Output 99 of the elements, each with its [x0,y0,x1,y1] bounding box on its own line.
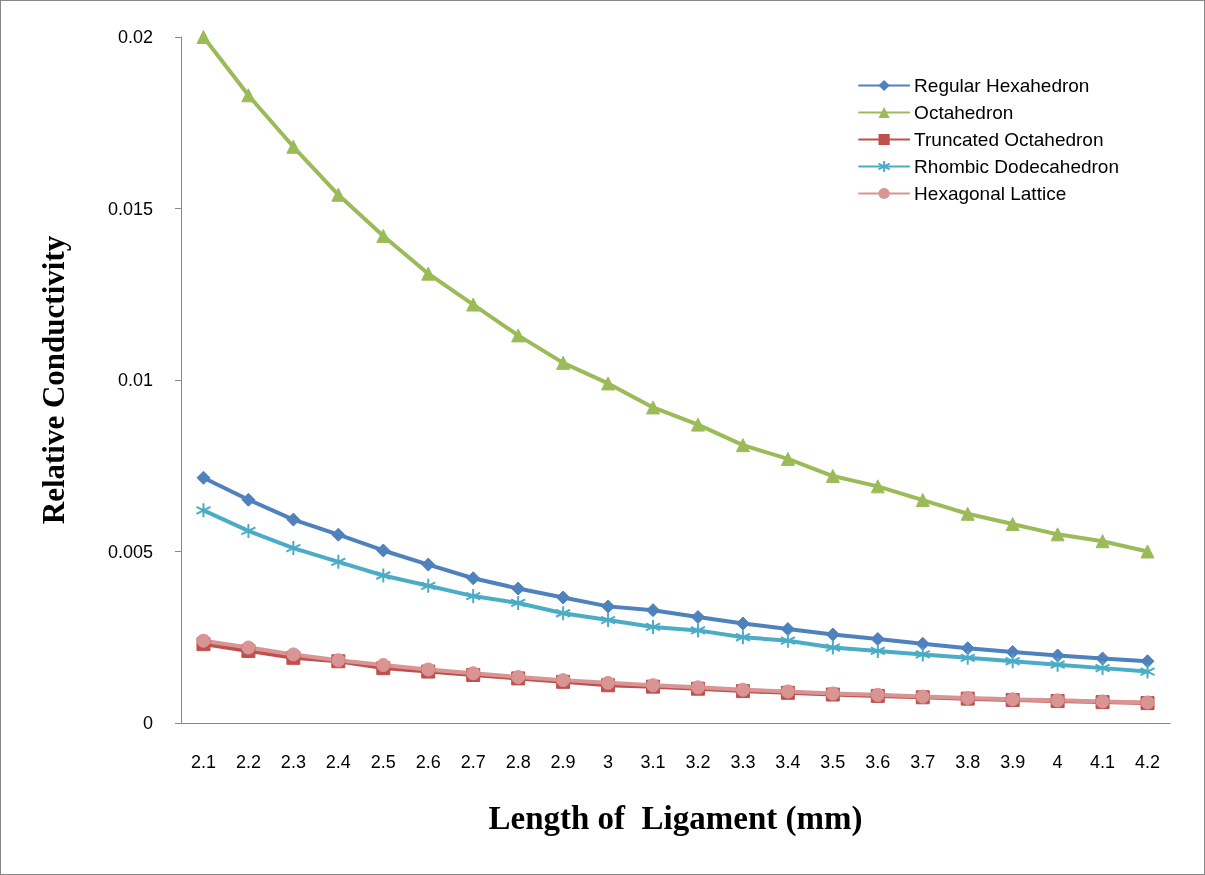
point [1139,663,1156,680]
point [1095,651,1110,666]
point [241,492,256,507]
point [1094,660,1111,677]
x-tick-label: 2.9 [550,752,576,772]
point [286,139,301,154]
point [421,266,436,281]
point [824,639,841,656]
y-tick-label: 0.015 [107,198,153,219]
point [286,512,301,527]
x-tick-label: 2.5 [370,752,396,772]
point [420,577,437,594]
point [870,479,885,494]
x-tick-label: 3.6 [865,752,891,772]
y-tick-label: 0 [142,713,153,733]
point [555,605,572,622]
x-tick-label: 2.8 [505,752,531,772]
x-tick-label: 2.1 [190,752,216,772]
point [960,506,975,521]
point [1049,656,1066,673]
point [285,540,302,557]
x-tick-label: 2.6 [415,752,441,772]
legend-label: Truncated Octahedron [914,129,1104,150]
point [600,612,617,629]
x-tick-label: 3.5 [820,752,846,772]
x-tick-label: 3.3 [730,752,756,772]
point [690,417,705,432]
x-tick-label: 3.1 [640,752,666,772]
point [690,610,705,625]
point [780,451,795,466]
point [689,622,706,639]
point [646,400,661,415]
x-tick-label: 4.2 [1135,752,1161,772]
point [195,502,212,519]
y-tick-label: 0.02 [117,27,153,47]
x-tick-label: 2.4 [325,752,351,772]
point [825,469,840,484]
point [466,297,481,312]
point [915,636,930,651]
x-tick-label: 2.2 [235,752,261,772]
point [959,649,976,666]
point [1050,527,1065,542]
point [780,622,795,637]
point [510,594,527,611]
point [375,567,392,584]
point [825,627,840,642]
point [735,616,750,631]
x-tick-label: 3.8 [955,752,981,772]
point [601,599,616,614]
point [646,603,661,618]
x-tick-label: 3.7 [910,752,936,772]
x-tick-label: 3.4 [775,752,801,772]
x-tick-label: 3.9 [1000,752,1026,772]
x-tick-label: 3.2 [685,752,711,772]
point [915,493,930,508]
point [556,355,571,370]
legend-label: Rhombic Dodecahedron [914,156,1120,177]
x-tick-label: 2.7 [460,752,486,772]
x-tick-label: 4 [1052,752,1063,772]
legend-label: Regular Hexahedron [914,75,1090,96]
y-tick-label: 0.005 [107,541,153,562]
legend-label: Octahedron [914,102,1014,123]
point [869,642,886,659]
point [601,376,616,391]
point [1005,517,1020,532]
point [196,633,211,648]
point [240,522,257,539]
point [645,618,662,635]
point [556,590,571,605]
legend-label: Hexagonal Lattice [914,183,1067,204]
x-tick-label: 4.1 [1090,752,1116,772]
point [960,641,975,656]
point [511,328,526,343]
point [421,557,436,572]
point [376,228,391,243]
point [465,588,482,605]
point [1095,534,1110,549]
point [511,581,526,596]
y-axis-title: Relative Conductivity [36,235,71,525]
point [735,438,750,453]
y-tick-label: 0.01 [117,370,153,390]
point [734,629,751,646]
point [241,88,256,103]
point [914,646,931,663]
point [779,632,796,649]
point [376,543,391,558]
point [331,527,346,542]
point [1140,544,1155,559]
point [1140,654,1155,669]
point [1050,648,1065,663]
x-axis-title: Length of Ligament (mm) [488,799,863,837]
x-tick-label: 2.3 [280,752,306,772]
point [1004,653,1021,670]
point [196,470,211,485]
x-tick-label: 3 [603,752,614,772]
point [466,571,481,586]
point [870,631,885,646]
point [330,553,347,570]
point [196,30,211,44]
